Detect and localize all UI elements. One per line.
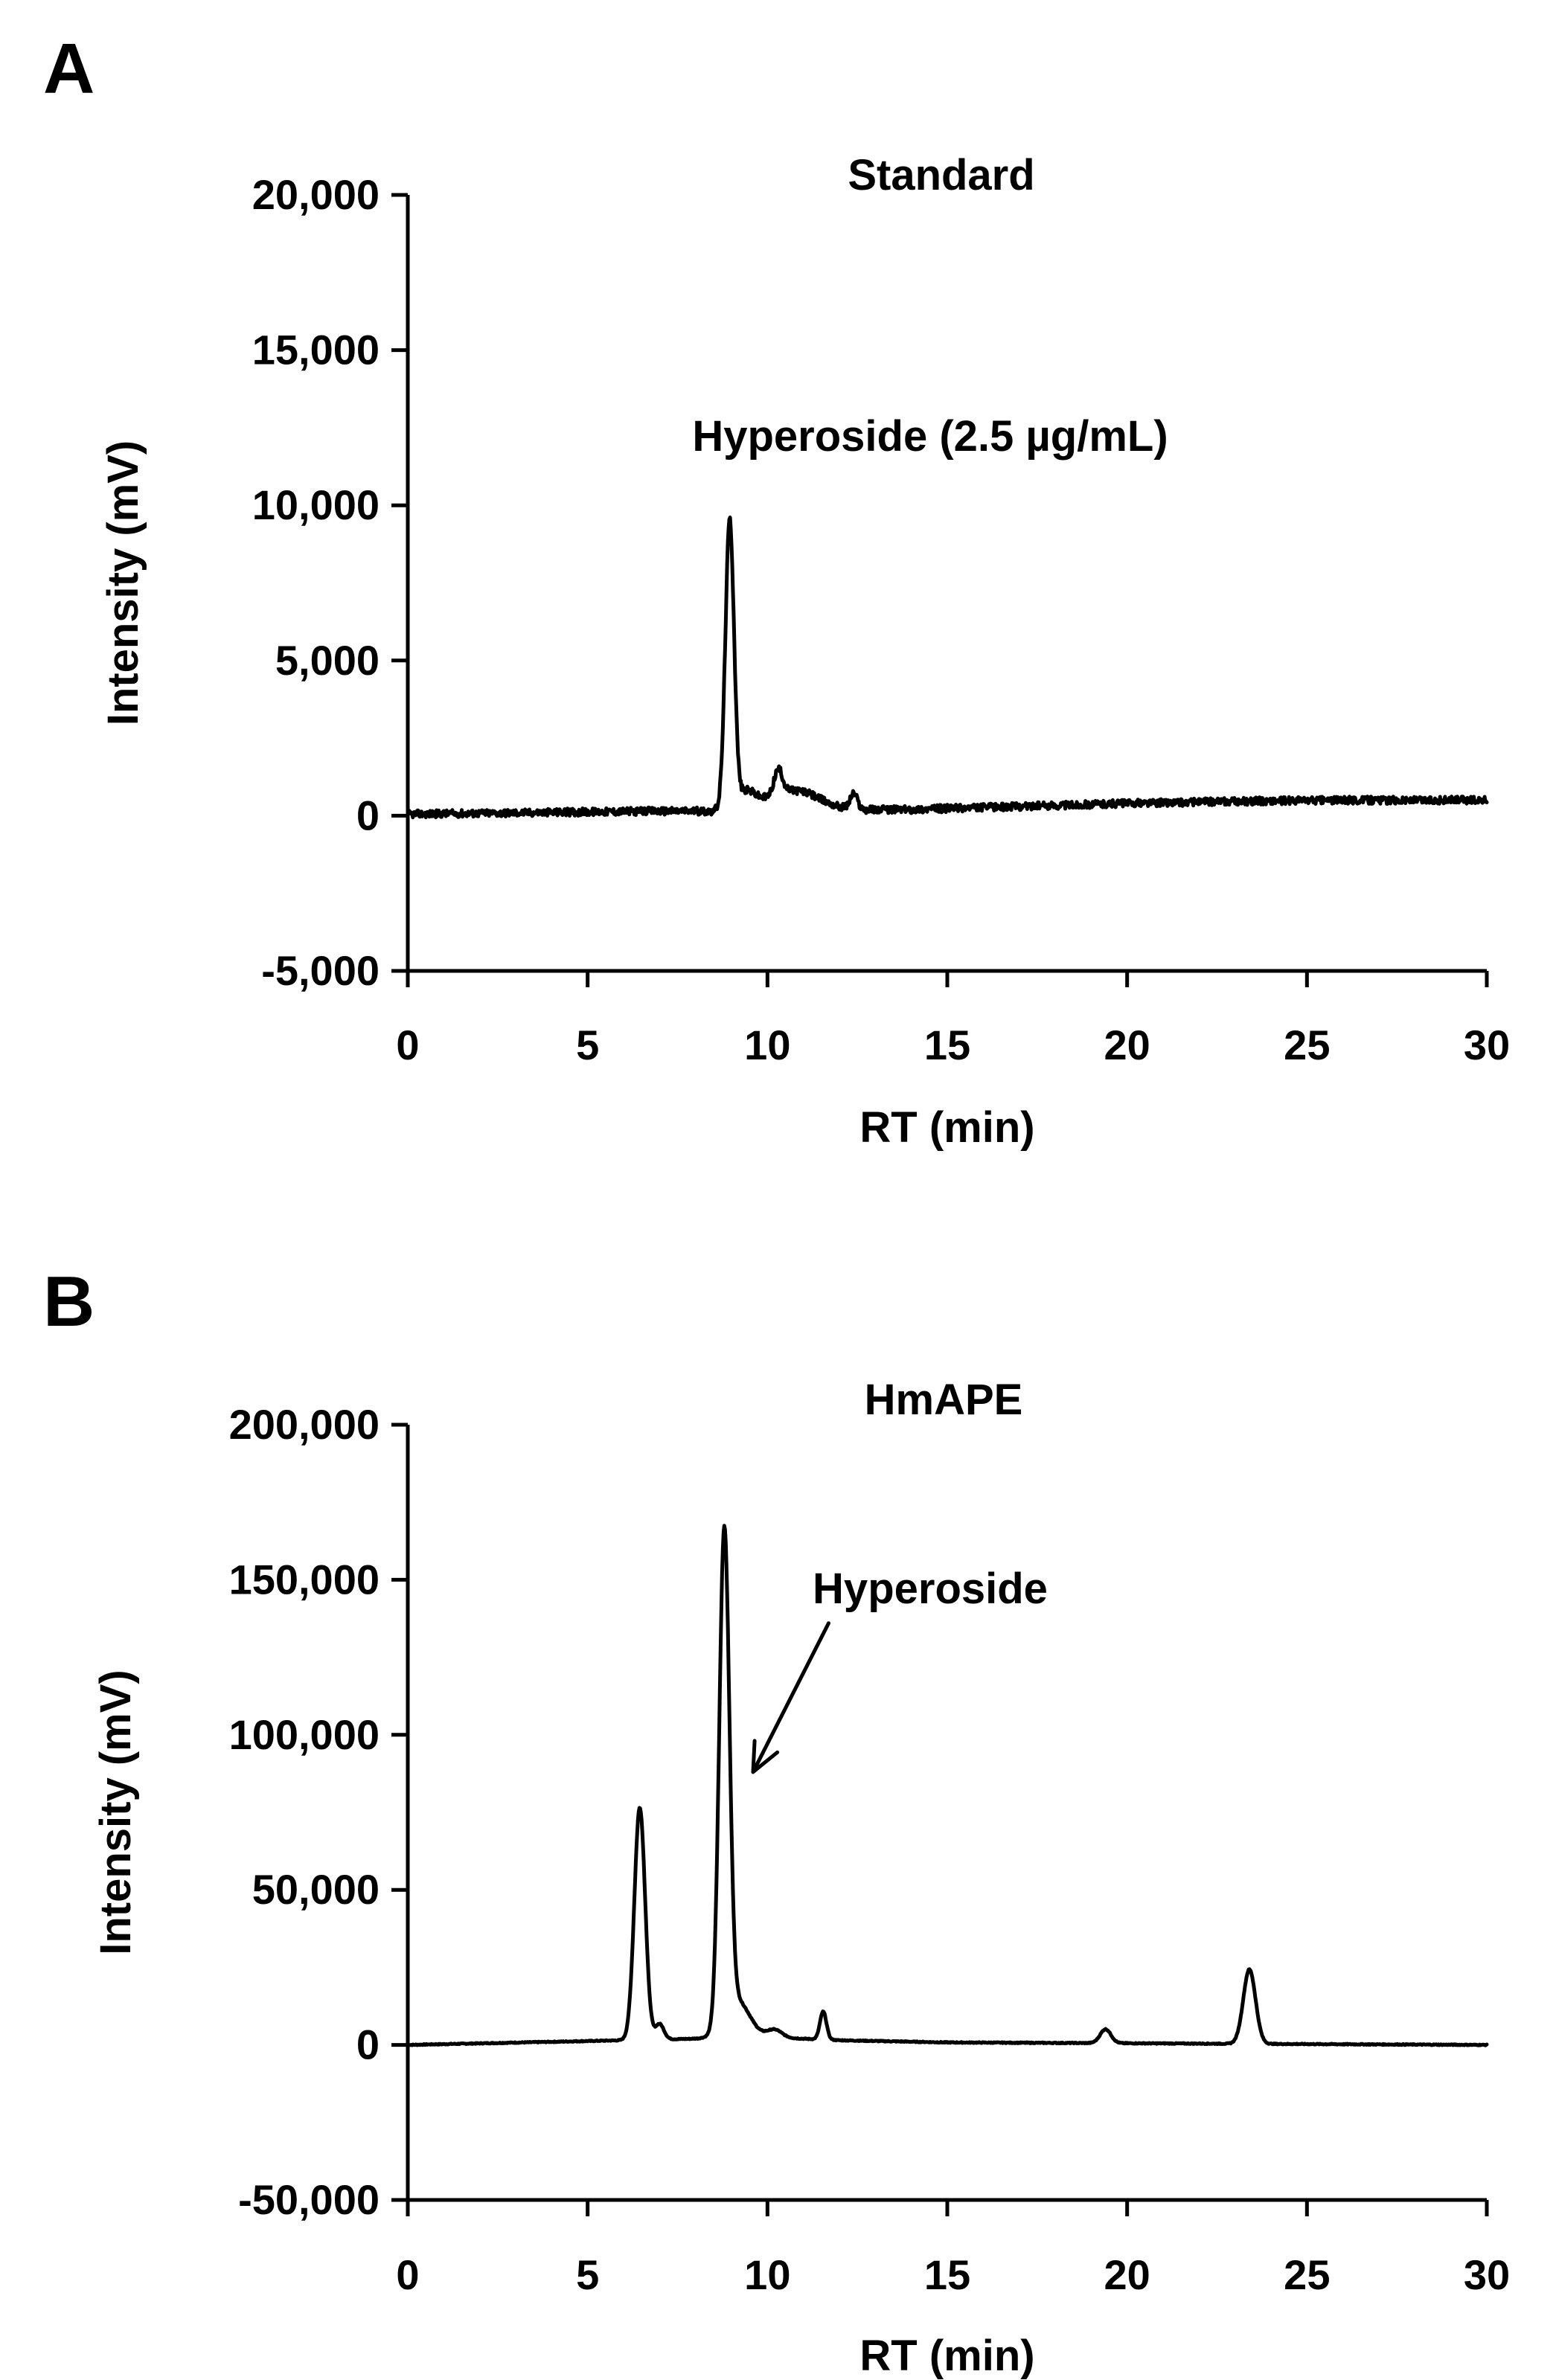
panel-letter-a: A [43,29,95,109]
y-tick-label: 10,000 [252,481,380,528]
y-axis-ticks-a: -5,000 0 5,000 10,000 15,000 20,000 [252,171,408,994]
x-tick-label: 20 [1104,1021,1150,1068]
y-axis-title-a: Intensity (mV) [99,440,147,726]
axes-b [406,1425,1487,2202]
chart-title-b: HmAPE [865,1376,1023,1424]
x-tick-label: 30 [1464,1021,1510,1068]
x-tick-label: 5 [576,2251,599,2298]
x-tick-label: 25 [1284,1021,1330,1068]
y-axis-title-b: Intensity (mV) [92,1669,140,1955]
y-axis-ticks-b: -50,000 0 50,000 100,000 150,000 200,000 [229,1401,408,2223]
x-tick-label: 5 [576,1021,599,1068]
y-tick-label: 15,000 [252,327,380,373]
chromatogram-trace-b [406,1524,1489,2047]
x-axis-ticks-a: 0 5 10 15 20 25 30 [396,971,1510,1068]
x-tick-label: 15 [924,2251,970,2298]
x-axis-ticks-b: 0 5 10 15 20 25 30 [396,2200,1510,2298]
panel-a: A Standard Hyperoside (2.5 µg/mL) -5,000… [43,29,1510,1152]
x-tick-label: 25 [1284,2251,1330,2298]
x-axis-title-b: RT (min) [859,2332,1034,2380]
chromatogram-trace-a [406,516,1489,820]
y-tick-label: -50,000 [238,2176,380,2223]
annotation-hyperoside-b: Hyperoside [813,1565,1048,1613]
y-tick-label: 50,000 [252,1866,380,1913]
x-tick-label: 0 [396,2251,419,2298]
panel-letter-b: B [43,1262,95,1341]
annotation-arrow-b [751,1621,830,1774]
panel-b: B HmAPE Hyperoside -50,000 0 50,000 100,000… [43,1262,1510,2380]
x-axis-title-a: RT (min) [859,1103,1034,1152]
y-tick-label: -5,000 [261,947,380,994]
chart-title-a: Standard [848,151,1034,199]
x-tick-label: 10 [744,2251,790,2298]
x-tick-label: 20 [1104,2251,1150,2298]
y-tick-label: 100,000 [229,1711,380,1758]
y-tick-label: 0 [356,792,380,838]
axes-a [406,195,1487,973]
annotation-hyperoside-a: Hyperoside (2.5 µg/mL) [692,412,1168,461]
x-tick-label: 15 [924,1021,970,1068]
y-tick-label: 200,000 [229,1401,380,1448]
y-tick-label: 20,000 [252,171,380,218]
x-tick-label: 10 [744,1021,790,1068]
y-tick-label: 0 [356,2021,380,2068]
x-tick-label: 30 [1464,2251,1510,2298]
x-tick-label: 0 [396,1021,419,1068]
y-tick-label: 150,000 [229,1556,380,1603]
y-tick-label: 5,000 [275,637,380,684]
